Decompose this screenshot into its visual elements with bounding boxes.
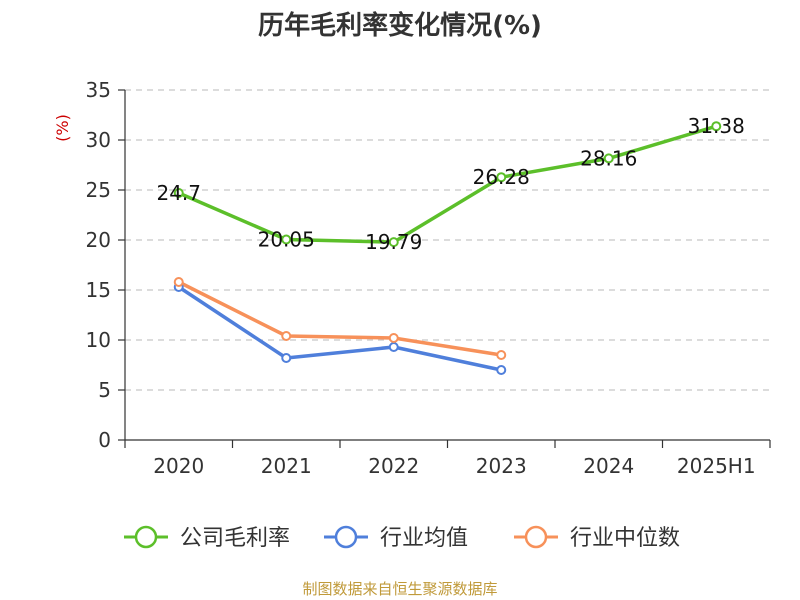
series-0-point-2024 (603, 153, 614, 164)
series-2-point-2020 (173, 277, 184, 287)
y-tick-label-30: 30 (86, 128, 111, 152)
series-1-point-2022 (388, 342, 399, 352)
chart-title: 历年毛利率变化情况(%) (258, 10, 542, 41)
y-tick-label-0: 0 (98, 428, 111, 452)
y-axis-label: (%) (53, 114, 72, 142)
y-tick-label-10: 10 (86, 328, 111, 352)
legend-swatch-marker-1 (334, 525, 358, 549)
legend-item-0[interactable]: 公司毛利率 (124, 525, 290, 551)
series-2-point-2022 (388, 333, 399, 343)
series-0-point-2025H1 (711, 121, 722, 132)
legend-swatch-marker-2 (524, 525, 548, 549)
data-labels: 24.7 20.05 19.79 26.28 28.16 31.38 (156, 114, 744, 254)
y-tick-label-15: 15 (86, 278, 111, 302)
legend-swatch-marker-0 (134, 525, 158, 549)
y-tick-label-20: 20 (86, 228, 111, 252)
x-tick-label-2020: 2020 (153, 454, 204, 478)
x-tick-label-2024: 2024 (583, 454, 634, 478)
y-tick-label-35: 35 (86, 78, 111, 102)
data-label-2021: 20.05 (258, 228, 315, 252)
legend-label-2: 行业中位数 (570, 526, 680, 551)
x-tick-label-2025H1: 2025H1 (677, 454, 756, 478)
x-tick-label-2021: 2021 (261, 454, 312, 478)
series-line-1 (177, 285, 503, 372)
series-1-point-2021 (281, 353, 292, 363)
legend-label-1: 行业均值 (380, 526, 468, 551)
axes: 0 5 10 15 20 25 30 35 2020 2021 2022 2023 2024 2025H1 (86, 78, 771, 478)
legend: 公司毛利率 行业均值 行业中位数 (124, 525, 680, 551)
series-2-point-2023 (496, 350, 507, 360)
legend-item-1[interactable]: 行业均值 (324, 525, 468, 551)
series-line-2 (177, 280, 503, 357)
series-lines (177, 124, 718, 372)
series-1-point-2023 (496, 365, 507, 375)
x-tick-label-2023: 2023 (476, 454, 527, 478)
grid-lines (125, 89, 770, 391)
series-0-point-2021 (281, 234, 292, 245)
y-tick-label-25: 25 (86, 178, 111, 202)
series-0-point-2020 (173, 188, 184, 198)
data-label-2023: 26.28 (473, 165, 530, 189)
data-label-2022: 19.79 (365, 230, 422, 254)
series-line-0 (177, 124, 718, 244)
y-tick-label-5: 5 (98, 378, 111, 402)
legend-label-0: 公司毛利率 (180, 526, 290, 551)
data-label-2025H1: 31.38 (688, 114, 745, 138)
series-2-point-2021 (281, 331, 292, 341)
series-0-point-2022 (388, 237, 399, 248)
series-points (173, 121, 722, 375)
data-label-2020: 24.7 (156, 181, 201, 205)
data-label-2024: 28.16 (580, 146, 637, 170)
series-0-point-2023 (496, 172, 507, 183)
legend-item-2[interactable]: 行业中位数 (514, 525, 680, 551)
x-tick-label-2022: 2022 (368, 454, 419, 478)
source-note: 制图数据来自恒生聚源数据库 (302, 580, 497, 598)
